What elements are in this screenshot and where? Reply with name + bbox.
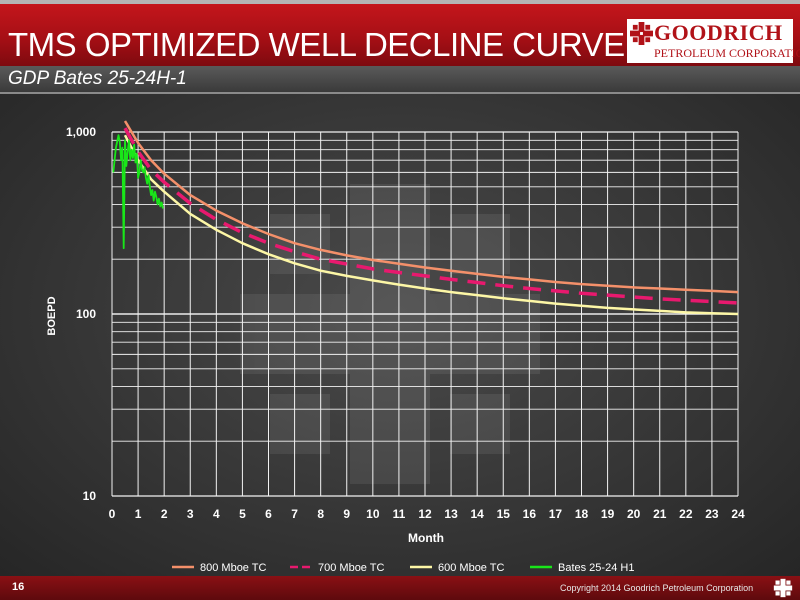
page-title: TMS OPTIMIZED WELL DECLINE CURVE [8,26,625,63]
x-tick-label: 2 [161,507,168,521]
goodrich-logo-icon [630,22,653,45]
x-tick-label: 9 [343,507,350,521]
series-line-800-mboe-tc [123,120,739,294]
x-tick-label: 12 [418,507,432,521]
y-tick-label: 100 [76,307,96,321]
logo-subtitle: PETROLEUM CORPORATION [654,46,800,60]
x-tick-label: 18 [575,507,589,521]
watermark-logo [240,184,540,484]
legend-label: 800 Mboe TC [200,562,267,574]
x-tick-label: 11 [393,507,406,521]
x-tick-label: 8 [317,507,324,521]
x-tick-label: 20 [627,507,641,521]
x-tick-label: 3 [187,507,194,521]
legend-label: 700 Mboe TC [318,562,385,574]
x-tick-label: 14 [470,507,484,521]
x-tick-label: 23 [705,507,719,521]
chart-area: 10 100 1,000 0 1 2 3 4 5 6 7 8 9 10 11 12 13 14 15 16 17 18 1… [0,94,800,576]
goodrich-footer-icon [773,578,793,598]
page-number: 16 [12,581,25,593]
series-line-bates-25-24-h1 [112,134,164,250]
x-tick-label: 16 [523,507,537,521]
x-tick-label: 1 [135,507,142,521]
x-tick-label: 10 [366,507,380,521]
y-tick-label: 1,000 [66,125,96,139]
legend-label: Bates 25-24 H1 [558,562,634,574]
chart-series [112,120,739,316]
header-bar: TMS OPTIMIZED WELL DECLINE CURVE GOODRIC… [0,4,800,66]
x-axis-label: Month [408,531,444,545]
x-tick-label: 19 [601,507,615,521]
series-line-700-mboe-tc [123,127,739,305]
x-tick-label: 4 [213,507,220,521]
x-tick-label: 24 [731,507,745,521]
x-tick-label: 17 [549,507,563,521]
legend-label: 600 Mboe TC [438,562,505,574]
y-axis-label: BOEPD [46,296,58,335]
chart-grid [111,131,739,497]
x-tick-label: 0 [109,507,116,521]
x-tick-label: 7 [291,507,298,521]
copyright-text: Copyright 2014 Goodrich Petroleum Corpor… [560,583,754,593]
company-logo: GOODRICH PETROLEUM CORPORATION [627,19,800,63]
series-line-600-mboe-tc [123,134,739,316]
well-subtitle: GDP Bates 25-24H-1 [8,68,187,89]
x-tick-label: 5 [239,507,246,521]
x-tick-label: 21 [653,507,667,521]
y-tick-label: 10 [83,489,97,503]
subtitle-bar: GDP Bates 25-24H-1 [0,66,800,94]
chart-legend: 800 Mboe TC 700 Mboe TC 600 Mboe TC Bates 2… [172,562,634,574]
x-tick-label: 15 [497,507,511,521]
top-border [0,0,800,4]
x-tick-label: 6 [265,507,272,521]
y-axis-ticks: 10 100 1,000 [66,125,96,503]
x-axis-ticks: 0 1 2 3 4 5 6 7 8 9 10 11 12 13 14 15 16 17 18 19 20 21 22 23 24 [109,507,745,521]
x-tick-label: 13 [444,507,458,521]
x-tick-label: 22 [679,507,693,521]
logo-name: GOODRICH [654,20,783,45]
footer-bar: 16 Copyright 2014 Goodrich Petroleum Cor… [0,576,800,600]
